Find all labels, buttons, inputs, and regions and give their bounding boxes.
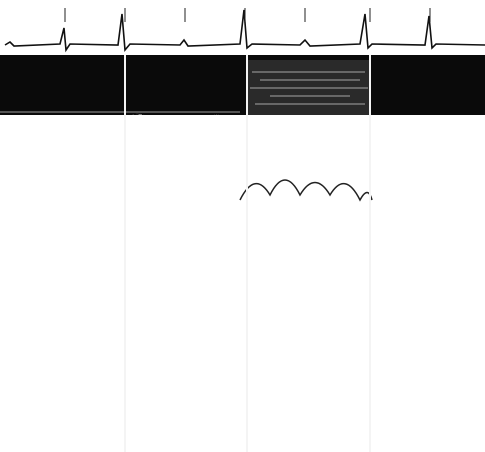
- posterior-wall-left: [0, 289, 245, 452]
- echo-image: [0, 0, 485, 452]
- wall-echo-right: [370, 130, 485, 214]
- upper-band: [0, 55, 485, 115]
- posterior-wall-middle: [245, 345, 370, 367]
- page: [0, 0, 485, 452]
- wall-echo-left: [0, 114, 240, 214]
- posterior-wall-right: [370, 291, 485, 452]
